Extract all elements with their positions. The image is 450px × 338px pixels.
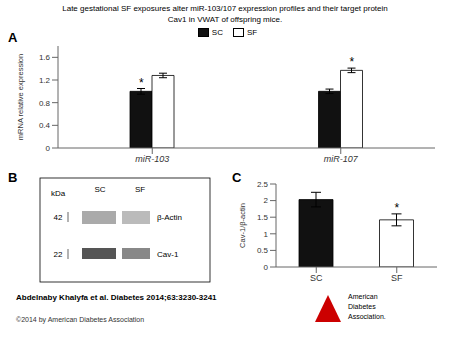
svg-text:SF: SF bbox=[391, 273, 403, 283]
svg-text:Cav-1: Cav-1 bbox=[157, 250, 179, 259]
html-text:Association.: Association. bbox=[348, 313, 386, 320]
svg-text:0.8: 0.8 bbox=[39, 99, 51, 108]
svg-text:SC: SC bbox=[310, 273, 323, 283]
svg-text:0: 0 bbox=[46, 144, 51, 153]
html-text:American: American bbox=[348, 293, 378, 300]
svg-text:0: 0 bbox=[264, 263, 269, 272]
html-text:SC: SC bbox=[211, 28, 223, 37]
svg-text:miR-103: miR-103 bbox=[135, 154, 169, 164]
svg-text:*: * bbox=[139, 76, 144, 90]
svg-text:β-Actin: β-Actin bbox=[157, 213, 182, 222]
html-text:Cav1 in VWAT of offspring mice: Cav1 in VWAT of offspring mice. bbox=[167, 15, 283, 24]
html-text:Diabetes: Diabetes bbox=[348, 303, 376, 310]
html-text:SF: SF bbox=[246, 28, 258, 37]
svg-text:*: * bbox=[349, 55, 354, 69]
svg-text:kDa: kDa bbox=[51, 189, 66, 198]
svg-text:Cav-1/β-actin: Cav-1/β-actin bbox=[238, 203, 247, 248]
svg-text:1.5: 1.5 bbox=[257, 213, 269, 222]
svg-text:0.5: 0.5 bbox=[257, 246, 269, 255]
svg-text:mRNA relative expression: mRNA relative expression bbox=[16, 54, 25, 140]
html-text:C: C bbox=[232, 170, 242, 185]
svg-text:miR-107: miR-107 bbox=[324, 154, 359, 164]
svg-text:SF: SF bbox=[135, 185, 145, 194]
html-text:B: B bbox=[8, 170, 18, 185]
svg-text:2: 2 bbox=[264, 196, 269, 205]
html-text:A: A bbox=[8, 30, 18, 45]
svg-text:2.5: 2.5 bbox=[257, 180, 269, 189]
svg-text:1.6: 1.6 bbox=[39, 53, 51, 62]
svg-text:42: 42 bbox=[54, 213, 63, 222]
html-text:Abdelnaby Khalyfa et al. Diabe: Abdelnaby Khalyfa et al. Diabetes 2014;6… bbox=[16, 293, 217, 302]
svg-text:*: * bbox=[394, 201, 399, 215]
html-text:©2014 by American Diabetes Ass: ©2014 by American Diabetes Association bbox=[16, 316, 145, 323]
svg-text:1.2: 1.2 bbox=[39, 76, 51, 85]
svg-text:SC: SC bbox=[94, 185, 105, 194]
svg-text:22: 22 bbox=[54, 250, 63, 259]
svg-text:0.4: 0.4 bbox=[39, 121, 51, 130]
html-text:Late gestational SF exposures: Late gestational SF exposures alter miR-… bbox=[62, 4, 388, 13]
svg-text:1: 1 bbox=[264, 230, 269, 239]
